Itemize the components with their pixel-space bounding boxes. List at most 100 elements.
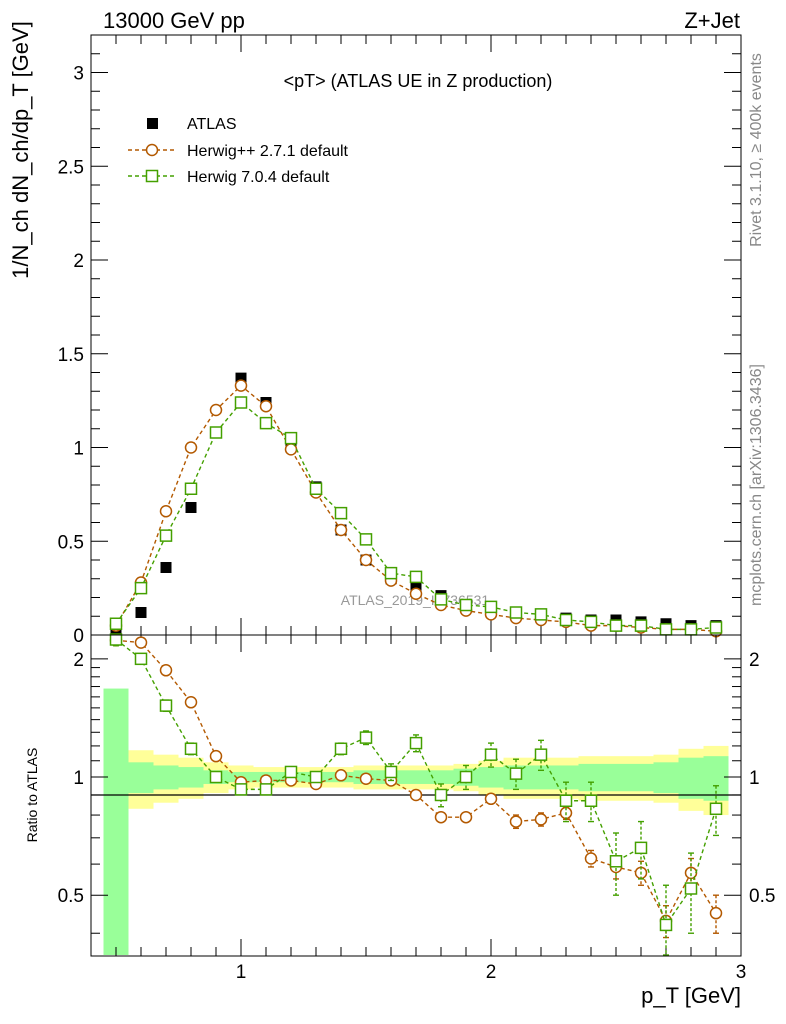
main-y-tick-label: 0 (73, 626, 84, 647)
legend-entry-atlas: ATLAS (147, 116, 237, 133)
ratio-herwig7-point (109, 633, 123, 646)
ratio-y-tick-label: 1 (73, 768, 84, 789)
ratio-herwigpp-point (534, 813, 548, 826)
ratio-herwig7-point (134, 652, 148, 666)
ratio-herwig7-point (659, 918, 673, 932)
herwig7-point (709, 621, 723, 634)
herwig7-point (434, 593, 448, 606)
x-tick-label: 1 (236, 962, 247, 983)
herwig7-point (234, 396, 248, 409)
herwig7-point (334, 506, 348, 520)
herwig7-point (659, 623, 673, 636)
ratio-herwig7-point (409, 736, 423, 750)
ratio-band-inner (578, 763, 604, 792)
herwig7-point (109, 617, 123, 630)
ratio-herwig7-point (209, 770, 223, 784)
legend-marker-atlas (147, 118, 158, 129)
ratio-y-tick-label: 2 (73, 650, 84, 671)
herwig7-point (159, 529, 173, 542)
ratio-series-1 (109, 633, 723, 956)
main-y-ticks: 0 0.5 1 1.5 2 2.5 3 (58, 35, 741, 647)
herwigpp-point (334, 523, 348, 537)
series-2 (109, 396, 723, 636)
ratio-herwig7-point (184, 742, 198, 756)
ratio-bands (103, 688, 729, 955)
ratio-panel: 0.5 0.5 1 1 2 2 1 2 3 Ratio to ATLAS p_T [GeV] (24, 633, 775, 1008)
ratio-herwig7-point (534, 748, 548, 761)
ratio-band-inner (653, 762, 679, 794)
legend-label-herwig7: Herwig 7.0.4 default (187, 169, 330, 186)
herwig7-point (409, 570, 423, 584)
ratio-herwig7-point (259, 783, 273, 796)
ratio-band-inner (678, 757, 704, 799)
ratio-band-inner (528, 765, 554, 790)
x-axis-label: p_T [GeV] (641, 983, 741, 1008)
ratio-herwig7-point (684, 882, 698, 895)
ratio-herwig7-point (384, 765, 398, 779)
ratio-herwig7-point (284, 765, 298, 779)
main-y-tick-label: 0.5 (58, 532, 84, 553)
herwigpp-point (409, 587, 423, 600)
herwigpp-point (259, 400, 273, 413)
ratio-series (109, 633, 723, 956)
herwig7-point (184, 482, 198, 495)
main-y-tick-label: 2.5 (58, 157, 84, 178)
ratio-herwigpp-point (159, 664, 173, 677)
atlas-point (235, 372, 247, 384)
legend-marker-herwigpp (145, 143, 159, 157)
ratio-herwig7-point (709, 802, 723, 816)
main-y-axis-label: 1/N_ch dN_ch/dp_T [GeV] (8, 21, 33, 279)
legend-label-herwigpp: Herwig++ 2.7.1 default (187, 143, 349, 160)
ratio-band-inner (478, 767, 504, 788)
watermark: ATLAS_2019_I1736531 (341, 592, 490, 608)
chart-title: <pT> (ATLAS UE in Z production) (284, 71, 553, 91)
rivet-label: Rivet 3.1.10, ≥ 400k events (748, 53, 765, 247)
ratio-herwig7-point (309, 770, 323, 784)
legend-entry-herwig7: Herwig 7.0.4 default (128, 169, 330, 186)
main-panel: 0 0.5 1 1.5 2 2.5 3 ATLAS_2019_I1736531 <pT> (… (8, 21, 742, 647)
ratio-herwigpp-point (459, 810, 473, 824)
ratio-herwig7-point (159, 699, 173, 712)
main-y-tick-label: 3 (73, 64, 84, 85)
ratio-y-tick-label-right: 1 (749, 768, 760, 789)
ratio-band-inner (103, 688, 129, 955)
ratio-herwig7-point (509, 767, 523, 780)
herwig7-point (309, 482, 323, 495)
ratio-ticks: 0.5 0.5 1 1 2 2 1 2 3 (58, 635, 775, 983)
ratio-band-inner (178, 767, 204, 788)
herwig7-point (609, 619, 623, 632)
mcplots-label: mcplots.cern.ch [arXiv:1306.3436] (748, 364, 765, 606)
ratio-herwig7-point (459, 770, 473, 784)
ratio-herwig7-point (634, 841, 648, 855)
herwig7-point (259, 416, 273, 430)
ratio-herwigpp-point (409, 788, 423, 802)
ratio-herwigpp-point (209, 749, 223, 763)
ratio-y-tick-label: 0.5 (58, 886, 84, 907)
ratio-herwig7-point (334, 742, 348, 756)
ratio-herwigpp-point (484, 792, 498, 806)
atlas-point (185, 502, 197, 513)
herwig7-point (459, 598, 473, 612)
ratio-band-inner (403, 770, 429, 784)
herwig7-point (534, 608, 548, 621)
ratio-frame (90, 634, 742, 957)
ratio-band-inner (553, 765, 579, 790)
herwig7-point (634, 619, 648, 632)
herwig7-point (484, 600, 498, 614)
atlas-point (160, 562, 172, 573)
ratio-herwigpp-point (334, 769, 348, 782)
ratio-band-inner (628, 763, 654, 792)
ratio-band-inner (128, 762, 154, 794)
legend: ATLAS Herwig++ 2.7.1 default Herwig 7.0.… (128, 116, 349, 186)
main-y-tick-label: 1 (73, 439, 84, 460)
legend-entry-herwigpp: Herwig++ 2.7.1 default (128, 143, 349, 160)
herwig7-point (509, 606, 523, 619)
ratio-herwig7-point (434, 788, 448, 802)
legend-marker-herwig7 (145, 169, 159, 183)
herwigpp-point (184, 441, 198, 454)
ratio-herwigpp-point (359, 772, 373, 785)
ratio-herwigpp-point (584, 852, 598, 865)
herwig7-point (384, 566, 398, 580)
herwigpp-point (234, 379, 248, 392)
